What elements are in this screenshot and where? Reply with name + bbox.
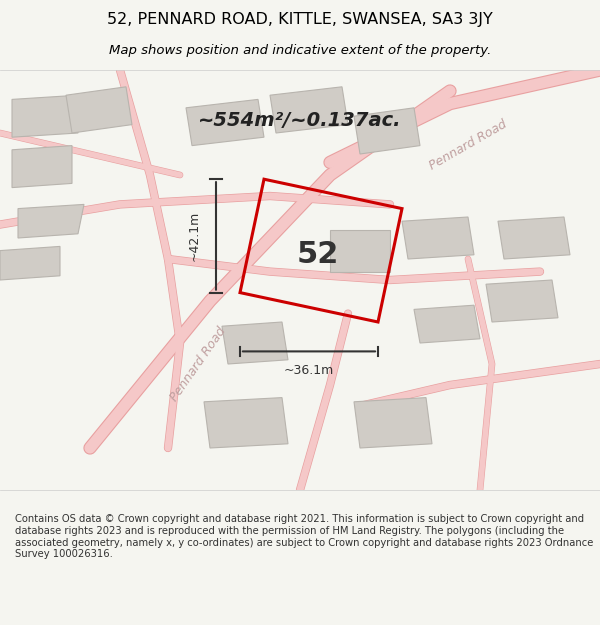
Polygon shape [222, 322, 288, 364]
Text: ~36.1m: ~36.1m [284, 364, 334, 377]
Polygon shape [0, 246, 60, 280]
Polygon shape [66, 87, 132, 133]
Polygon shape [414, 305, 480, 343]
Text: Map shows position and indicative extent of the property.: Map shows position and indicative extent… [109, 44, 491, 57]
Text: 52, PENNARD ROAD, KITTLE, SWANSEA, SA3 3JY: 52, PENNARD ROAD, KITTLE, SWANSEA, SA3 3… [107, 12, 493, 27]
Polygon shape [354, 398, 432, 448]
Text: Pennard Road: Pennard Road [427, 118, 509, 173]
Polygon shape [204, 398, 288, 448]
Polygon shape [186, 99, 264, 146]
Polygon shape [270, 87, 348, 133]
Polygon shape [12, 146, 72, 188]
Polygon shape [354, 107, 420, 154]
Text: ~554m²/~0.137ac.: ~554m²/~0.137ac. [198, 111, 402, 130]
Text: ~42.1m: ~42.1m [188, 211, 201, 261]
Polygon shape [12, 95, 78, 138]
Polygon shape [330, 229, 390, 272]
Polygon shape [18, 204, 84, 238]
Text: Contains OS data © Crown copyright and database right 2021. This information is : Contains OS data © Crown copyright and d… [15, 514, 593, 559]
Text: 52: 52 [297, 240, 339, 269]
Polygon shape [402, 217, 474, 259]
Polygon shape [486, 280, 558, 322]
Text: Pennard Road: Pennard Road [167, 324, 229, 404]
Polygon shape [498, 217, 570, 259]
